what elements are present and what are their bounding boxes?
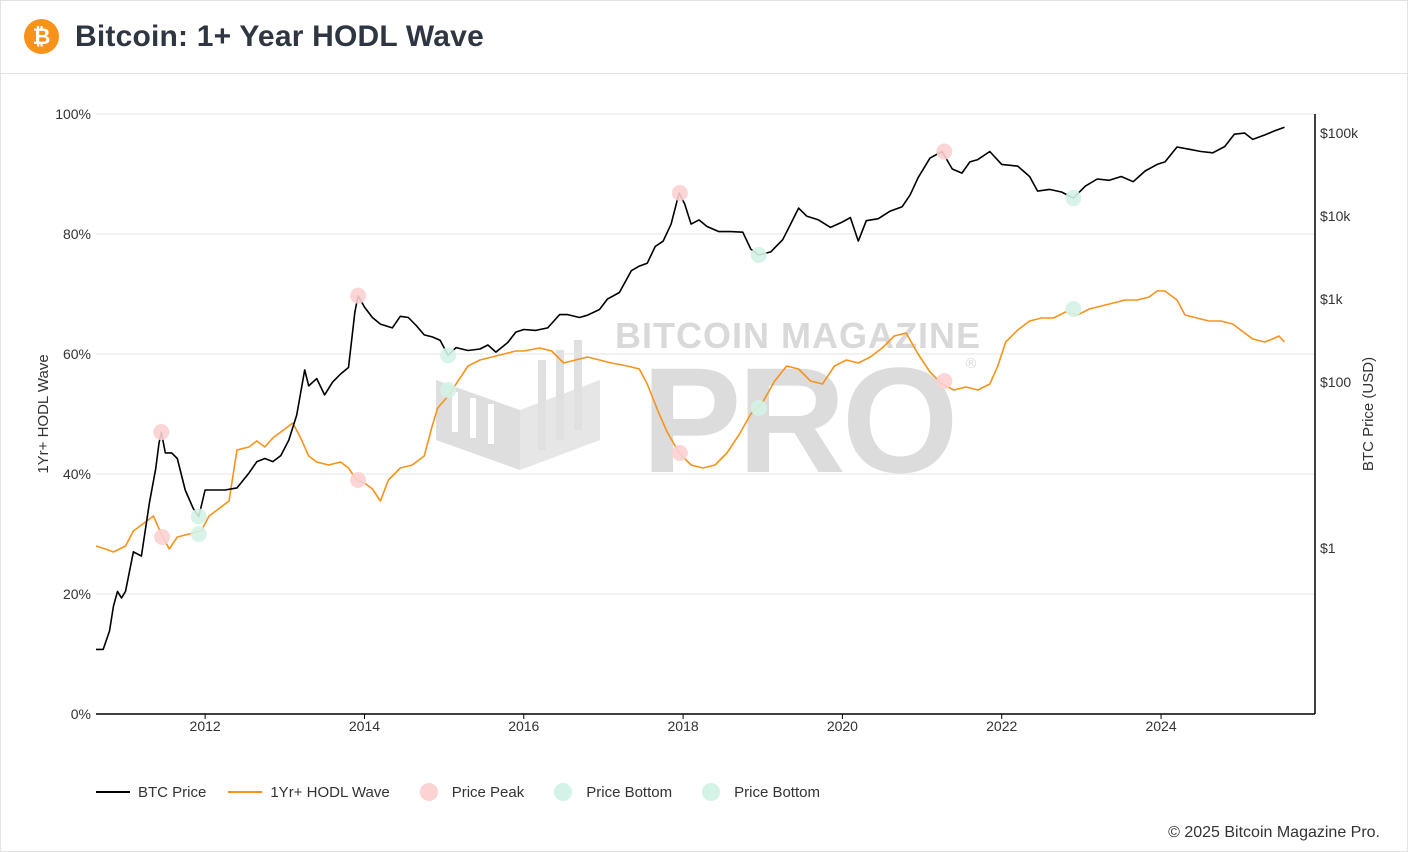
legend-dot-swatch [419,783,438,801]
price-peak-marker [671,184,688,201]
x-tick-label: 2018 [668,718,699,734]
legend-item-btc-price[interactable]: BTC Price [96,784,206,801]
price-bottom-marker [750,400,767,416]
copyright-footer: © 2025 Bitcoin Magazine Pro. [1168,824,1380,841]
bitcoin-logo-icon: ₿ [24,19,59,54]
grid-lines [96,113,1314,595]
chart-header: ₿ Bitcoin: 1+ Year HODL Wave [0,0,1408,74]
legend-label: 1Yr+ HODL Wave [270,783,390,801]
legend-label: BTC Price [138,783,207,801]
price-bottom-marker [440,382,457,398]
y-tick-label: 20% [63,586,91,602]
watermark: BITCOIN MAGAZINE PRO ® [436,315,981,504]
price-peak-marker [154,529,171,545]
price-bottom-marker [190,508,207,525]
legend-item-price-peak[interactable]: Price Peak [412,783,525,801]
price-bottom-marker [190,526,207,542]
legend-label: Price Bottom [586,783,673,801]
axes: 0% 20% 40% 60% 80% 100% $1 $100 $1k $10k $100k 2012… [35,106,1377,734]
watermark-registered: ® [964,356,978,372]
price-peak-marker [153,424,170,441]
price-peak-marker [936,373,953,389]
legend-label: Price Peak [451,783,525,801]
price-peak-marker [936,143,953,160]
page-title: Bitcoin: 1+ Year HODL Wave [75,20,484,53]
y-tick-label: 80% [63,226,91,242]
legend-item-price-bottom[interactable]: Price Bottom [694,783,820,801]
price-bottom-marker [750,246,767,263]
y-tick-label: 60% [63,346,91,362]
price-bottom-marker [1065,301,1082,317]
legend-line-swatch [96,791,130,793]
legend-label: Price Bottom [734,783,820,801]
x-tick-label: 2012 [190,718,221,734]
y2-tick-label: $10k [1320,208,1351,224]
price-peak-marker [350,472,367,488]
x-tick-label: 2014 [349,718,380,734]
x-tick-label: 2022 [986,718,1017,734]
price-peak-marker [671,445,688,461]
legend-dot-swatch [554,783,573,801]
price-bottom-marker [1065,190,1082,207]
price-bottom-marker [440,347,457,364]
legend-item-1yr-hodl-wave[interactable]: 1Yr+ HODL Wave [228,783,390,801]
chart-legend: BTC Price 1Yr+ HODL Wave Price Peak Price B… [96,780,842,804]
marker-layer [153,143,1082,545]
watermark-line1: BITCOIN MAGAZINE [615,315,981,356]
y2-tick-label: $1k [1320,291,1344,307]
y2-tick-label: $1 [1320,540,1336,556]
y2-axis-title: BTC Price (USD) [1360,357,1377,471]
y-tick-label: 100% [55,106,91,122]
y-tick-label: 0% [71,706,91,722]
price-peak-marker [350,287,367,304]
y-axis-title: 1Yr+ HODL Wave [35,354,52,473]
series-layer [95,126,1286,651]
x-tick-label: 2024 [1145,718,1176,734]
legend-line-swatch [228,791,263,793]
y-tick-label: 40% [63,466,91,482]
y2-tick-label: $100k [1320,125,1359,141]
watermark-line2: PRO [641,336,954,504]
btc-price-line [96,126,1285,651]
hodl-wave-chart[interactable]: BITCOIN MAGAZINE PRO ® 0% 20% 40% 60% 80% 100… [0,74,1408,774]
x-tick-label: 2016 [508,718,539,734]
legend-item-price-bottom[interactable]: Price Bottom [546,783,672,801]
hodl-wave-line [95,290,1286,553]
watermark-bars-icon [436,340,600,470]
legend-dot-swatch [702,783,721,801]
x-tick-label: 2020 [827,718,858,734]
y2-tick-label: $100 [1320,374,1351,390]
